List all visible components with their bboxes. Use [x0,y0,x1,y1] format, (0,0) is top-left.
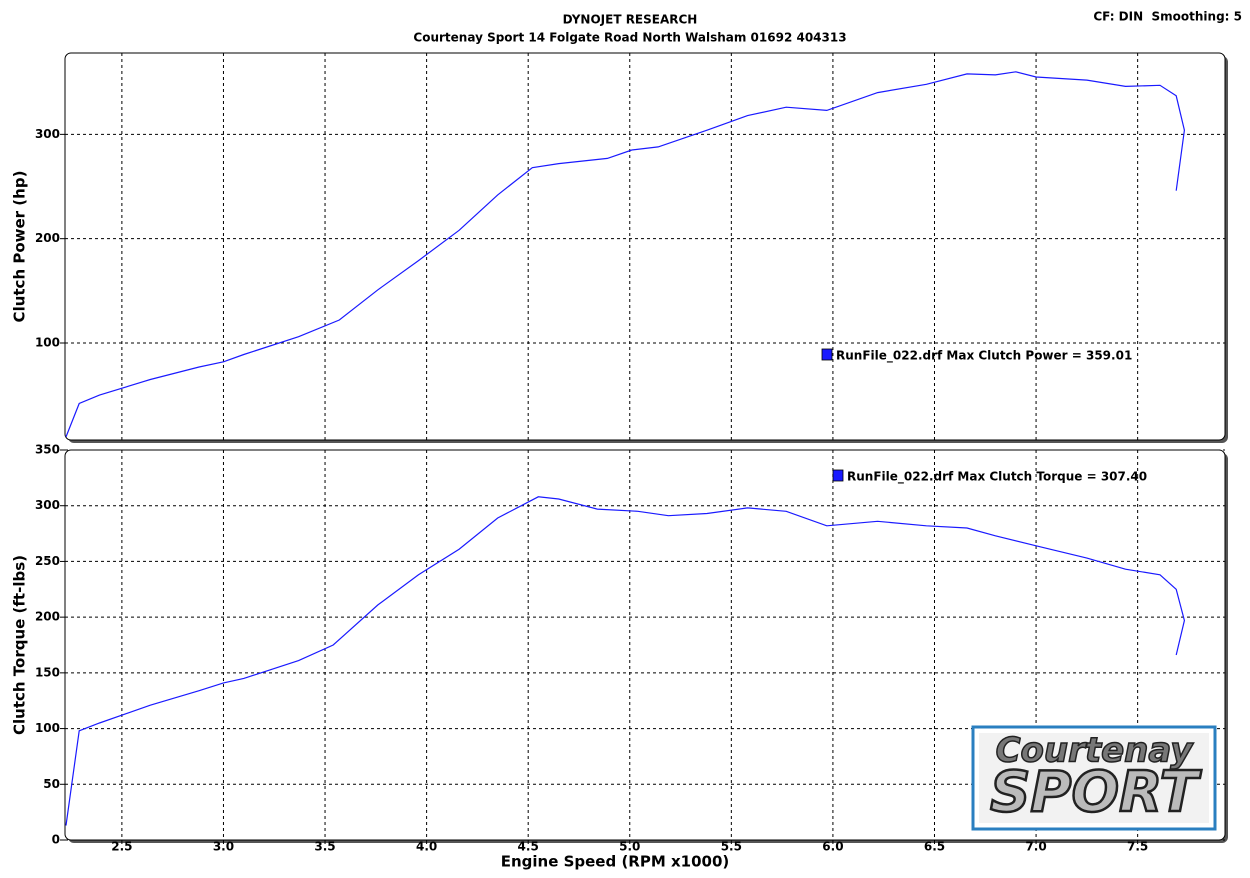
settings: CF: DIN Smoothing: 5 [1093,10,1242,24]
logo-line1: Courtenay [996,731,1195,771]
x-tick-label: 2.5 [111,840,132,854]
legend-label: RunFile_022.drf Max Clutch Torque = 307.… [847,470,1147,485]
y-tick-label: 0 [52,833,60,847]
y-tick-label: 300 [35,498,60,512]
y-tick-label: 100 [35,721,60,735]
x-tick-label: 4.5 [518,840,539,854]
y-tick-label: 250 [35,554,60,568]
x-tick-label: 5.0 [619,840,640,854]
x-axis-label: Engine Speed (RPM x1000) [501,853,730,871]
x-tick-label: 7.5 [1127,840,1148,854]
chart-title: DYNOJET RESEARCH [563,13,698,27]
power-line [65,71,1186,438]
y-tick-label: 300 [35,127,60,141]
x-tick-label: 3.0 [213,840,234,854]
y-tick-label: 50 [43,777,60,791]
power-line [65,496,1186,826]
legend-label: RunFile_022.drf Max Clutch Power = 359.0… [836,349,1132,364]
x-tick-label: 4.0 [416,840,437,854]
y-tick-label: 200 [35,610,60,624]
y-tick-label: 350 [35,443,60,457]
y-tick-label: 100 [35,335,60,349]
x-tick-label: 5.5 [721,840,742,854]
logo-bg [979,733,1209,823]
legend-swatch [832,469,844,482]
logo-line2: SPORT [990,760,1202,825]
legend-swatch [821,348,833,361]
chart-subtitle: Courtenay Sport 14 Folgate Road North Wa… [413,31,846,45]
x-tick-label: 3.5 [314,840,335,854]
y-axis-label: Clutch Power (hp) [11,171,29,323]
x-tick-label: 6.0 [822,840,843,854]
panel [64,52,1226,441]
x-tick-label: 6.5 [924,840,945,854]
x-tick-label: 7.0 [1025,840,1046,854]
logo: Courtenay SPORT [971,725,1217,831]
y-tick-label: 200 [35,231,60,245]
y-axis-label: Clutch Torque (ft-lbs) [11,555,29,735]
panel [64,449,1226,841]
y-tick-label: 150 [35,665,60,679]
